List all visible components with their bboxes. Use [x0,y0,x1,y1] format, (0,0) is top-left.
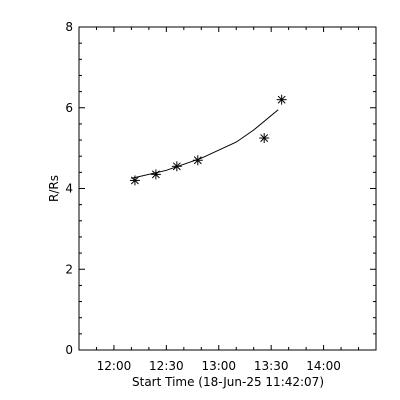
x-tick-label: 12:30 [149,359,184,373]
data-point [129,175,140,186]
y-tick-label: 0 [65,343,73,357]
fit-curve-layer [131,109,279,179]
x-axis-title: Start Time (18-Jun-25 11:42:07) [132,375,324,389]
y-axis: 0 2 4 6 8 [65,20,376,357]
fit-curve-line [131,109,279,179]
data-points [129,94,287,186]
x-tick-label: 13:30 [254,359,289,373]
data-point [150,169,161,180]
data-point [171,161,182,172]
data-point [192,155,203,166]
y-tick-label: 6 [65,101,73,115]
data-point [276,94,287,105]
y-tick-label: 8 [65,20,73,34]
x-tick-label: 14:00 [306,359,341,373]
y-axis-title: R/Rs [47,175,61,202]
plot-frame [78,26,377,351]
x-tick-label: 12:00 [97,359,132,373]
data-point [259,133,270,144]
y-tick-label: 4 [65,182,73,196]
x-axis: 12:00 12:30 13:00 13:30 14:00 [78,27,360,373]
y-tick-label: 2 [65,262,73,276]
x-tick-label: 13:00 [201,359,236,373]
